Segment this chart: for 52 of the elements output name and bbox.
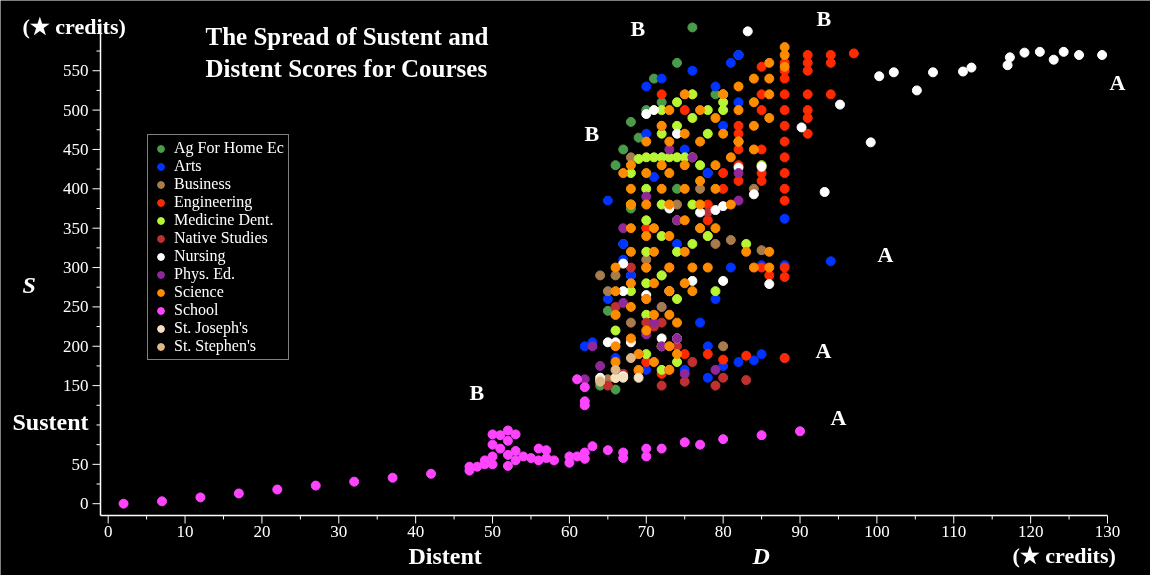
legend-label: St. Joseph's bbox=[174, 319, 249, 337]
x-tick-label: 130 bbox=[1094, 521, 1121, 541]
x-tick-label: 70 bbox=[637, 521, 655, 541]
text: S bbox=[22, 271, 36, 298]
x-tick-label: 10 bbox=[176, 521, 194, 541]
y-tick-label: 200 bbox=[63, 336, 89, 356]
legend-label: Arts bbox=[174, 157, 202, 175]
annotation: A bbox=[815, 337, 832, 363]
text: A bbox=[1109, 69, 1126, 95]
x-tick-label: 60 bbox=[560, 521, 578, 541]
y-axis-title: Sustent bbox=[12, 408, 89, 435]
x-tick-label: 40 bbox=[407, 521, 425, 541]
annotation: (★ credits) bbox=[22, 13, 126, 39]
y-tick-label: 350 bbox=[63, 218, 89, 238]
x-tick-label: 20 bbox=[253, 521, 271, 541]
legend-label: Science bbox=[174, 283, 224, 301]
legend-label: School bbox=[174, 301, 219, 319]
y-tick-label: 150 bbox=[63, 376, 89, 396]
y-tick-label: 450 bbox=[63, 139, 89, 159]
text: D bbox=[751, 542, 770, 569]
x-tick-label: 30 bbox=[330, 521, 348, 541]
y-tick-label: 250 bbox=[63, 297, 89, 317]
legend-label: Phys. Ed. bbox=[174, 265, 235, 283]
x-tick-label: 90 bbox=[791, 521, 809, 541]
x-tick-label: 100 bbox=[864, 521, 890, 541]
annotation: A bbox=[877, 241, 894, 267]
x-axis-title: Distent bbox=[408, 542, 482, 569]
legend-label: Business bbox=[174, 175, 231, 193]
text: (★ credits) bbox=[1012, 542, 1116, 568]
legend-label: St. Stephen's bbox=[174, 337, 256, 355]
legend-label: Native Studies bbox=[174, 229, 268, 247]
annotation: B bbox=[469, 379, 485, 405]
x-tick-label: 80 bbox=[714, 521, 732, 541]
annotation: A bbox=[830, 404, 847, 430]
legend-label: Engineering bbox=[174, 193, 253, 211]
x-tick-label: 50 bbox=[484, 521, 502, 541]
annotation: B bbox=[584, 120, 600, 146]
x-tick-label: 0 bbox=[103, 521, 113, 541]
legend-label: Ag For Home Ec bbox=[174, 139, 284, 157]
legend-label: Nursing bbox=[174, 247, 226, 265]
x-tick-label: 110 bbox=[941, 521, 967, 541]
y-tick-label: 400 bbox=[63, 179, 89, 199]
y-tick-label: 300 bbox=[63, 258, 89, 278]
annotation: B bbox=[630, 15, 646, 41]
annotation: B bbox=[816, 5, 832, 31]
y-tick-label: 50 bbox=[71, 454, 89, 474]
x-tick-label: 120 bbox=[1017, 521, 1044, 541]
y-tick-label: 0 bbox=[80, 494, 89, 514]
text: The Spread of Sustent and Distent Scores for Courses bbox=[205, 22, 489, 82]
y-tick-label: 550 bbox=[63, 61, 89, 81]
y-tick-label: 500 bbox=[63, 100, 89, 120]
legend-label: Medicine Dent. bbox=[174, 211, 274, 229]
